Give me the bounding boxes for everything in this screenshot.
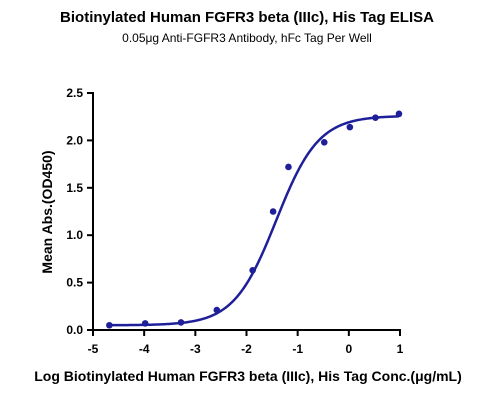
y-tick-label: 1.5 [66,181,83,195]
x-tick-label: -4 [139,342,150,356]
data-point [372,114,379,121]
y-axis-label: Mean Abs.(OD450) [39,150,55,273]
data-point [285,163,292,171]
y-tick-label: 0.0 [66,323,83,337]
data-point [249,266,256,274]
y-tick-label: 1.0 [66,228,83,242]
x-tick-label: 1 [397,342,404,356]
fit-curve [109,115,400,327]
chart-subtitle: 0.05μg Anti-FGFR3 Antibody, hFc Tag Per … [122,31,372,45]
x-tick-label: -3 [190,342,201,356]
data-point [346,123,354,131]
plot-area: -5 -4 -3 -2 -1 0 1 0.0 0.5 1.0 1.5 2.0 2.5 [66,86,403,356]
y-tick-label: 2.5 [66,86,83,100]
data-point [177,319,185,326]
x-tick-label: 0 [345,342,352,356]
fit-curve-layer [109,115,400,327]
data-point [320,138,328,146]
x-tick-label: -5 [88,342,99,356]
data-points-layer [106,110,403,329]
data-point [141,320,149,327]
data-point [269,208,277,215]
data-point [213,306,221,314]
data-point [106,321,113,329]
chart-title: Biotinylated Human FGFR3 beta (IIIc), Hi… [60,9,434,26]
y-tick-label: 0.5 [66,276,83,290]
x-axis-label: Log Biotinylated Human FGFR3 beta (IIIc)… [34,368,462,384]
y-axis: 0.0 0.5 1.0 1.5 2.0 2.5 [66,86,94,337]
x-tick-label: -1 [292,342,303,356]
x-tick-label: -2 [241,342,252,356]
x-axis: -5 -4 -3 -2 -1 0 1 [88,329,404,356]
y-tick-label: 2.0 [66,133,83,147]
data-point [395,110,403,118]
